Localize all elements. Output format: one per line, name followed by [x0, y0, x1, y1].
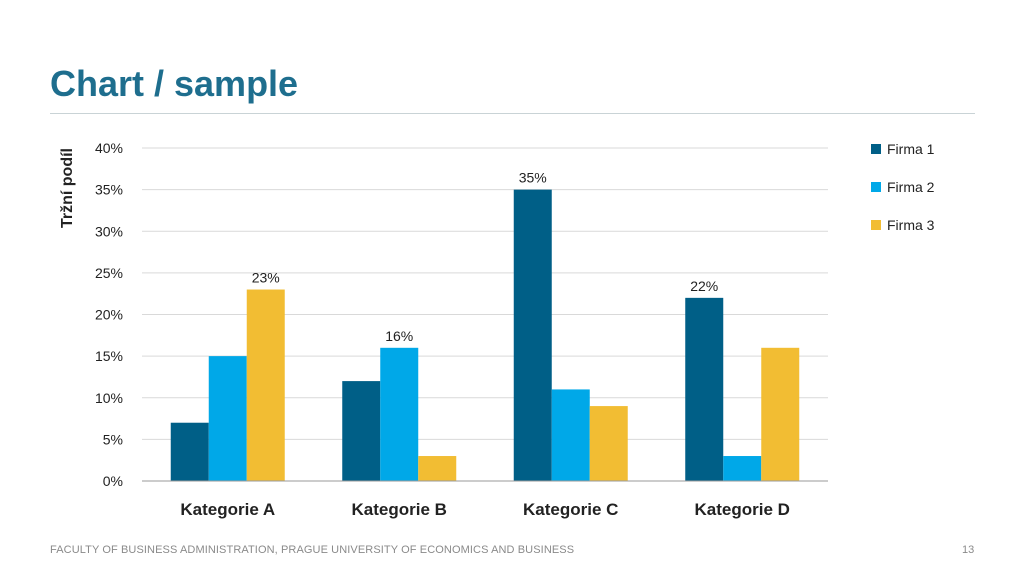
y-tick-label: 15% [95, 348, 123, 364]
bar [380, 347, 419, 481]
bar [246, 289, 285, 481]
data-label: 35% [519, 170, 547, 186]
bar [723, 456, 762, 481]
bar-chart: 0% 5% 10% 15% 20% 25% 30% 35% 40% Tržní podíl Kate… [59, 140, 935, 519]
bar [589, 406, 628, 481]
legend-swatch [871, 220, 881, 230]
x-category-label: Kategorie C [523, 500, 618, 519]
x-category-label: Kategorie D [695, 500, 790, 519]
legend-label: Firma 2 [887, 179, 935, 195]
bars [170, 189, 800, 481]
x-category-label: Kategorie B [352, 500, 447, 519]
legend: Firma 1 Firma 2 Firma 3 [871, 141, 935, 233]
bar [513, 189, 552, 481]
bar [761, 347, 800, 481]
footer-text: FACULTY OF BUSINESS ADMINISTRATION, PRAG… [50, 544, 575, 556]
bar [551, 389, 590, 481]
data-labels: 23% 16% 35% 22% [252, 170, 719, 344]
y-tick-label: 40% [95, 140, 123, 156]
bar [170, 422, 209, 481]
data-label: 16% [385, 328, 413, 344]
data-label: 22% [690, 278, 718, 294]
legend-label: Firma 1 [887, 141, 935, 157]
title-divider [50, 113, 975, 114]
y-tick-label: 25% [95, 265, 123, 281]
y-tick-label: 0% [103, 473, 123, 489]
legend-swatch [871, 182, 881, 192]
axes: 0% 5% 10% 15% 20% 25% 30% 35% 40% Tržní podíl Kate… [59, 140, 828, 519]
y-tick-label: 10% [95, 390, 123, 406]
y-axis-title: Tržní podíl [59, 148, 76, 228]
y-tick-label: 35% [95, 182, 123, 198]
y-tick-label: 30% [95, 223, 123, 239]
x-category-label: Kategorie A [180, 500, 275, 519]
data-label: 23% [252, 270, 280, 286]
y-tick-label: 20% [95, 307, 123, 323]
bar [208, 356, 247, 481]
y-tick-label: 5% [103, 431, 123, 447]
bar [685, 297, 724, 481]
page-number: 13 [962, 544, 975, 556]
slide-title: Chart / sample [50, 63, 299, 104]
bar [418, 456, 457, 481]
legend-swatch [871, 144, 881, 154]
legend-label: Firma 3 [887, 217, 935, 233]
bar [342, 381, 381, 481]
